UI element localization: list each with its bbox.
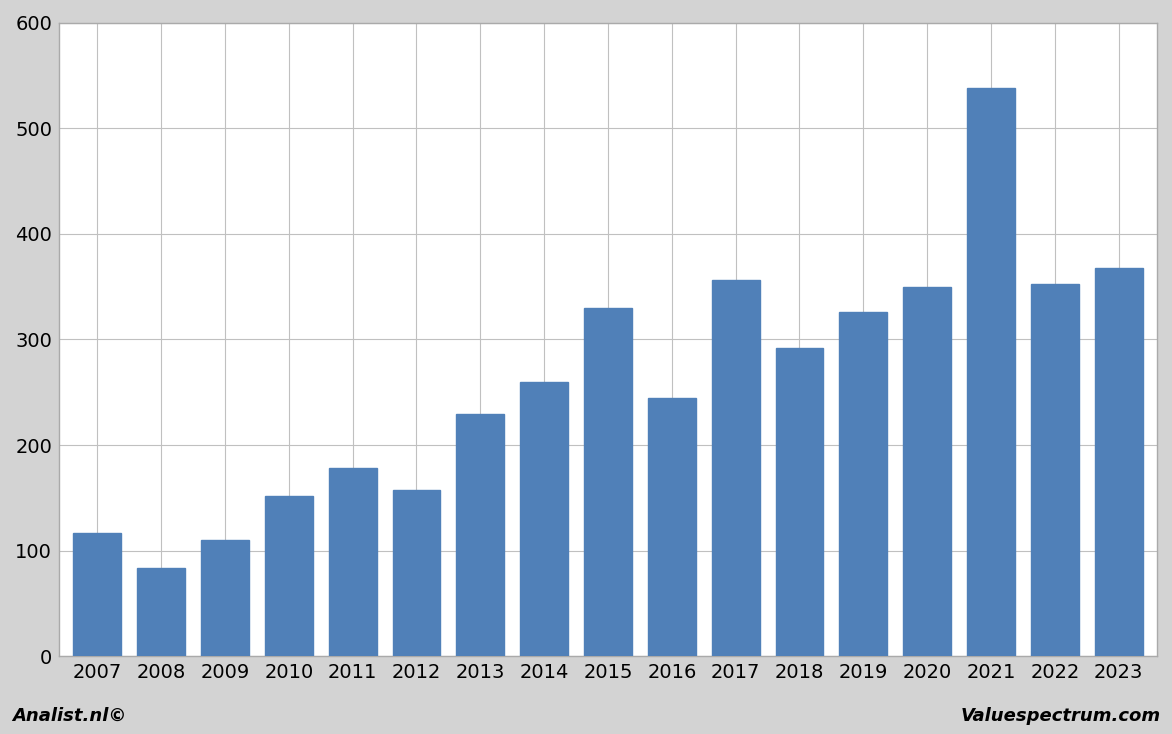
Bar	[1031, 285, 1078, 656]
Bar	[520, 382, 568, 656]
Bar	[74, 533, 121, 656]
Bar	[967, 88, 1015, 656]
Bar	[584, 308, 632, 656]
Bar	[904, 286, 952, 656]
Bar	[456, 415, 504, 656]
Bar	[137, 567, 185, 656]
Bar	[1095, 268, 1143, 656]
Bar	[328, 468, 376, 656]
Bar	[711, 280, 759, 656]
Bar	[776, 348, 824, 656]
Bar	[200, 540, 248, 656]
Bar	[393, 490, 441, 656]
Bar	[648, 398, 696, 656]
Text: Analist.nl©: Analist.nl©	[12, 707, 127, 725]
Bar	[265, 495, 313, 656]
Bar	[839, 312, 887, 656]
Text: Valuespectrum.com: Valuespectrum.com	[960, 707, 1160, 725]
